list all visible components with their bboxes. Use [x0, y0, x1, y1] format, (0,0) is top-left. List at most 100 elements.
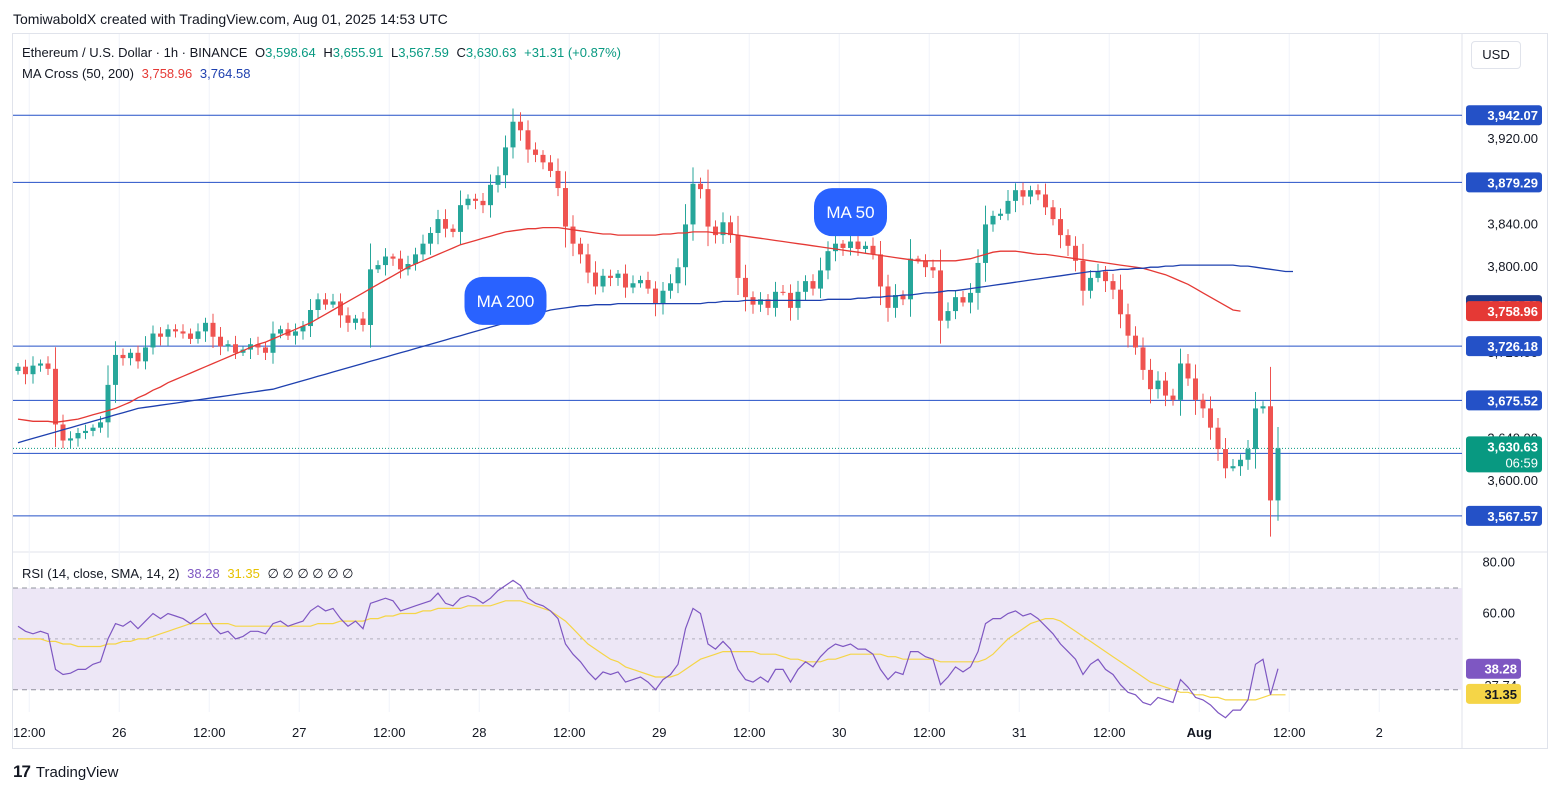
candle-body [1148, 369, 1153, 390]
candle-body [210, 322, 216, 337]
ma-legend: MA Cross (50, 200) 3,758.96 3,764.58 [22, 66, 254, 81]
candle-body [810, 281, 816, 289]
candle-body [638, 280, 643, 284]
level-price-tag-text: 3,567.57 [1487, 509, 1538, 524]
candle-body [690, 183, 696, 225]
candle-body [128, 352, 133, 359]
candle-body [1013, 190, 1018, 201]
ma200-callout-text: MA 200 [477, 292, 535, 311]
candle-body [1065, 235, 1071, 246]
candle-body [368, 269, 373, 325]
candle-body [930, 267, 936, 271]
candle-body [105, 384, 111, 423]
time-axis-tick: 31 [1012, 725, 1026, 740]
rsi-axis-tick: 60.00 [1482, 605, 1515, 620]
candle-body [90, 427, 96, 431]
candle-body [480, 200, 486, 206]
candle-body [1208, 408, 1213, 428]
time-axis-tick: 12:00 [913, 725, 946, 740]
candle-body [1110, 281, 1116, 290]
candle-body [135, 352, 141, 362]
candle-body [375, 265, 381, 270]
rsi-legend: RSI (14, close, SMA, 14, 2) 38.28 31.35 … [22, 566, 358, 582]
ma50-callout-bubble [814, 188, 887, 237]
candle-body [683, 224, 688, 268]
time-axis-tick: Aug [1187, 725, 1212, 740]
candle-body [653, 288, 658, 304]
candle-body [1043, 194, 1048, 208]
level-price-tag-bg [1466, 172, 1542, 193]
candle-body [165, 329, 171, 337]
candle-body [878, 254, 883, 287]
rsi-value-tag-bg [1466, 658, 1521, 679]
candle-body [458, 205, 463, 232]
candle-body [98, 422, 103, 428]
candle-body [923, 260, 928, 268]
candle-body [435, 219, 441, 233]
candle-body [203, 322, 208, 332]
candle-body [540, 154, 546, 163]
ma-cross-label[interactable]: MA Cross (50, 200) [22, 66, 134, 81]
candle-body [555, 170, 561, 189]
level-price-tag-text: 3,879.29 [1487, 175, 1538, 190]
candle-body [345, 315, 351, 323]
time-axis-tick: 26 [112, 725, 126, 740]
time-axis-tick: 12:00 [1093, 725, 1126, 740]
candle-body [45, 363, 51, 369]
candle-body [900, 295, 906, 300]
candle-body [120, 354, 126, 359]
candle-body [833, 243, 838, 252]
candle-body [255, 344, 261, 348]
candle-body [630, 283, 636, 288]
candle-body [975, 262, 981, 293]
candle-body [1193, 378, 1198, 400]
current-price-tag-bg [1466, 436, 1542, 473]
time-axis-tick: 12:00 [553, 725, 586, 740]
time-axis-tick: 28 [472, 725, 486, 740]
candle-body [1058, 219, 1063, 236]
candle-body [353, 318, 358, 323]
candle-body [15, 366, 21, 371]
rsi-label[interactable]: RSI (14, close, SMA, 14, 2) [22, 566, 180, 581]
tradingview-brand[interactable]: TradingView [35, 763, 119, 781]
level-price-tag-text: 3,942.07 [1487, 108, 1538, 123]
ma200-legend-value: 3,764.58 [199, 66, 251, 81]
candle-body [413, 254, 418, 264]
candle-body [398, 258, 403, 270]
currency-button[interactable]: USD [1471, 41, 1521, 69]
candle-body [1268, 406, 1273, 501]
candle-body [308, 310, 313, 327]
candle-body [338, 301, 343, 316]
symbol-title[interactable]: Ethereum / U.S. Dollar · 1h · BINANCE [22, 45, 248, 60]
time-axis-tick: 29 [652, 725, 666, 740]
candle-body [173, 329, 178, 332]
candle-body [585, 254, 591, 273]
candle-body [848, 241, 853, 248]
candle-body [330, 301, 336, 305]
candle-body [1125, 314, 1131, 336]
candle-body [1118, 289, 1123, 315]
candle-body [525, 130, 531, 150]
candle-body [615, 273, 621, 278]
candle-body [990, 215, 996, 225]
level-price-tag-bg [1466, 390, 1542, 411]
rsi-value-tag-text: 38.28 [1484, 662, 1517, 677]
level-price-tag-bg [1466, 505, 1542, 526]
price-axis-tick: 3,600.00 [1487, 473, 1538, 488]
rsi-legend-value: 38.28 [187, 566, 220, 581]
rsi-sma-line [18, 600, 1286, 701]
candle-body [465, 198, 471, 206]
candle-body [533, 149, 538, 155]
candle-body [713, 226, 718, 236]
candle-body [915, 258, 921, 261]
candle-body [668, 283, 673, 291]
candle-body [143, 347, 148, 362]
candle-body [420, 243, 426, 255]
rsi-empty-values: ∅ ∅ ∅ ∅ ∅ ∅ [267, 566, 354, 581]
candle-body [60, 424, 66, 441]
candle-body [30, 365, 36, 375]
current-price-countdown: 06:59 [1505, 455, 1538, 470]
candle-body [1050, 207, 1056, 220]
candle-body [1178, 363, 1183, 400]
